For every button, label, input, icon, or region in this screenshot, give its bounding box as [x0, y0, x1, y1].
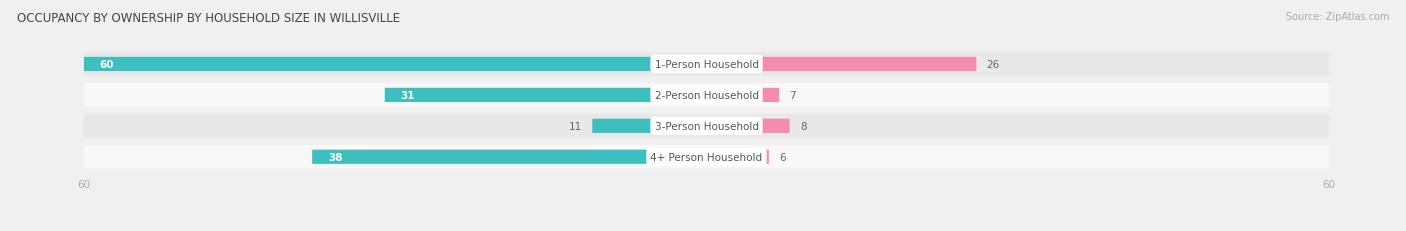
Text: OCCUPANCY BY OWNERSHIP BY HOUSEHOLD SIZE IN WILLISVILLE: OCCUPANCY BY OWNERSHIP BY HOUSEHOLD SIZE… — [17, 12, 399, 24]
Text: 3-Person Household: 3-Person Household — [655, 121, 758, 131]
FancyBboxPatch shape — [84, 58, 707, 72]
Text: 2-Person Household: 2-Person Household — [655, 91, 758, 100]
FancyBboxPatch shape — [84, 53, 1329, 76]
Text: 4+ Person Household: 4+ Person Household — [651, 152, 762, 162]
Text: 26: 26 — [987, 60, 1000, 70]
FancyBboxPatch shape — [84, 115, 1329, 138]
FancyBboxPatch shape — [84, 145, 1329, 169]
Text: 7: 7 — [790, 91, 796, 100]
FancyBboxPatch shape — [706, 58, 976, 72]
FancyBboxPatch shape — [312, 150, 707, 164]
Text: Source: ZipAtlas.com: Source: ZipAtlas.com — [1285, 12, 1389, 21]
Text: 1-Person Household: 1-Person Household — [655, 60, 758, 70]
Text: 11: 11 — [569, 121, 582, 131]
FancyBboxPatch shape — [84, 84, 1329, 107]
Text: 31: 31 — [401, 91, 415, 100]
Text: 60: 60 — [100, 60, 114, 70]
FancyBboxPatch shape — [706, 88, 779, 103]
FancyBboxPatch shape — [706, 119, 790, 133]
FancyBboxPatch shape — [385, 88, 707, 103]
FancyBboxPatch shape — [592, 119, 707, 133]
Text: 38: 38 — [328, 152, 342, 162]
Text: 6: 6 — [779, 152, 786, 162]
Text: 8: 8 — [800, 121, 807, 131]
FancyBboxPatch shape — [706, 150, 769, 164]
